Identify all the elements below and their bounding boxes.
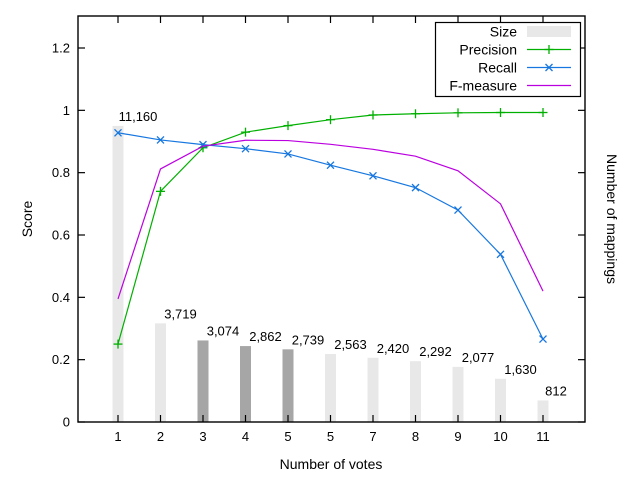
legend-label-precision: Precision: [459, 42, 517, 58]
x-tick-label: 11: [536, 429, 550, 444]
y-axis-label: Score: [19, 200, 35, 238]
recall-marker: [411, 183, 420, 192]
f-measure-line: [117, 139, 544, 300]
size-bar: [112, 125, 124, 422]
recall-marker: [284, 150, 292, 158]
size-bar: [367, 357, 379, 422]
bar-value-label: 812: [545, 383, 567, 398]
size-bar: [410, 361, 421, 422]
x-tick-label: 9: [454, 429, 461, 444]
size-bar: [495, 378, 506, 422]
bar-value-label: 2,739: [292, 332, 325, 347]
y-tick-label: 0.4: [52, 290, 70, 305]
y2-axis-label: Number of mappings: [604, 154, 620, 284]
y-tick-label: 1.2: [52, 40, 70, 55]
size-bar: [197, 340, 209, 422]
x-tick-label: 3: [199, 429, 206, 444]
x-axis-label: Number of votes: [279, 456, 383, 472]
size-bar: [282, 349, 294, 422]
bar-value-label: 2,563: [334, 337, 367, 352]
bar-value-label: 11,160: [119, 109, 158, 124]
x-tick-label: 5: [284, 429, 291, 444]
y-tick-label: 0.2: [52, 352, 70, 367]
x-tick-label: 10: [493, 429, 507, 444]
recall-marker: [241, 144, 250, 153]
bar-value-label: 2,862: [249, 329, 282, 344]
size-bar: [537, 400, 549, 422]
size-bar: [452, 366, 464, 422]
y-tick-label: 0.8: [52, 165, 70, 180]
x-tick-label: 7: [369, 429, 376, 444]
bar-value-label: 2,292: [419, 344, 452, 359]
x-tick-label: 8: [412, 429, 419, 444]
bar-value-label: 3,074: [207, 323, 240, 338]
bar-value-label: 1,630: [504, 362, 537, 377]
legend-swatch-size: [527, 26, 571, 37]
x-tick-label: 5: [327, 429, 334, 444]
legend-label-recall: Recall: [478, 60, 517, 76]
size-bar: [325, 354, 336, 422]
legend-marker-recall: [545, 63, 553, 72]
legend-label-size: Size: [490, 24, 517, 40]
recall-marker: [454, 206, 462, 215]
bar-value-label: 3,719: [164, 306, 197, 321]
size-bar: [240, 346, 251, 422]
x-tick-label: 1: [114, 429, 121, 444]
y-tick-label: 0: [63, 415, 70, 430]
recall-marker: [156, 135, 165, 144]
bar-value-label: 2,420: [377, 341, 410, 356]
legend-label-f-measure: F-measure: [449, 78, 517, 94]
y-tick-label: 0.6: [52, 227, 70, 242]
recall-marker: [539, 335, 547, 344]
recall-marker: [369, 171, 377, 180]
y-tick-label: 1: [63, 103, 70, 118]
x-tick-label: 2: [157, 429, 164, 444]
x-tick-label: 4: [242, 429, 249, 444]
plot-border: [77, 15, 586, 423]
bar-value-label: 2,077: [462, 350, 495, 365]
recall-marker: [326, 161, 335, 170]
size-bar: [155, 323, 166, 422]
recall-marker: [496, 250, 505, 259]
recall-marker: [114, 128, 122, 137]
